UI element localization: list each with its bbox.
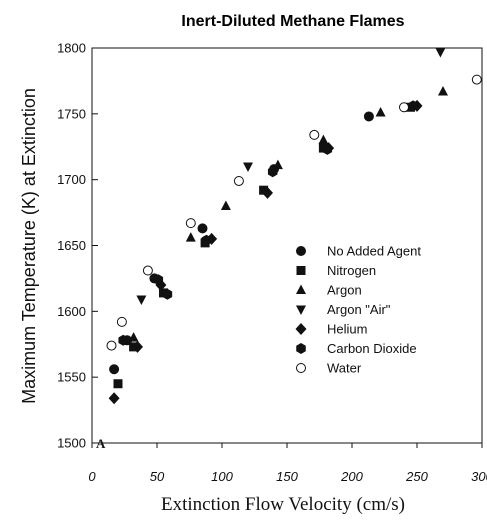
legend-marker-argon-air bbox=[296, 305, 306, 315]
point-water bbox=[399, 102, 409, 113]
point-water bbox=[185, 218, 196, 229]
x-axis: 0 50 100 150 200 250 300 bbox=[88, 443, 487, 484]
point-carbon-dioxide bbox=[162, 288, 173, 300]
point-argon bbox=[318, 134, 329, 145]
x-tick-label: 200 bbox=[340, 469, 363, 484]
chart-title: Inert-Diluted Methane Flames bbox=[181, 13, 404, 30]
x-tick-label: 50 bbox=[150, 469, 165, 484]
point-carbon-dioxide bbox=[118, 334, 128, 346]
point-helium bbox=[132, 340, 143, 353]
point-carbon-dioxide bbox=[267, 166, 278, 178]
legend-marker-helium bbox=[295, 323, 307, 335]
point-argon bbox=[128, 332, 139, 342]
x-tick-label: 300 bbox=[471, 469, 487, 484]
point-argon bbox=[272, 159, 283, 170]
point-water bbox=[233, 175, 244, 186]
point-argon bbox=[438, 85, 448, 96]
y-axis-label: Maximum Temperature (K) at Extinction bbox=[19, 88, 39, 404]
point-argon-air bbox=[435, 47, 446, 58]
point-helium bbox=[108, 392, 120, 405]
point-carbon-dioxide bbox=[322, 143, 333, 155]
point-helium bbox=[262, 186, 273, 199]
legend-label-water: Water bbox=[327, 361, 362, 376]
x-axis-label: Extinction Flow Velocity (cm/s) bbox=[161, 494, 405, 515]
y-tick-label: 1550 bbox=[57, 370, 86, 385]
x-tick-label: 150 bbox=[276, 469, 298, 484]
x-tick-label: 250 bbox=[405, 469, 428, 484]
point-argon-air bbox=[136, 295, 147, 305]
point-water bbox=[142, 265, 153, 276]
point-water bbox=[309, 129, 320, 140]
point-no-added-agent bbox=[363, 111, 374, 122]
legend-label-argon-air: Argon "Air" bbox=[327, 302, 391, 317]
y-tick-label: 1700 bbox=[57, 172, 86, 187]
legend-marker-carbon-dioxide bbox=[296, 343, 306, 354]
legend-marker-no-added-agent bbox=[296, 246, 306, 256]
panel-label: A bbox=[96, 436, 106, 451]
point-no-added-agent bbox=[197, 223, 208, 234]
legend-label-no-added-agent: No Added Agent bbox=[327, 244, 421, 259]
legend-marker-nitrogen bbox=[296, 266, 306, 275]
point-nitrogen bbox=[113, 379, 123, 389]
legend-label-helium: Helium bbox=[327, 322, 367, 337]
point-carbon-dioxide bbox=[153, 274, 164, 286]
legend-marker-water bbox=[296, 363, 306, 373]
y-tick-label: 1650 bbox=[57, 238, 86, 253]
legend-marker-argon bbox=[296, 284, 306, 294]
point-water bbox=[106, 340, 117, 351]
legend-label-carbon-dioxide: Carbon Dioxide bbox=[327, 341, 417, 356]
y-tick-label: 1500 bbox=[57, 436, 86, 451]
point-argon-air bbox=[243, 162, 253, 172]
legend-label-argon: Argon bbox=[327, 283, 362, 298]
point-carbon-dioxide bbox=[408, 100, 418, 112]
point-argon bbox=[185, 232, 196, 242]
point-water bbox=[116, 316, 127, 327]
y-axis: 1500 1550 1600 1650 1700 1750 1800 bbox=[57, 41, 98, 451]
legend-label-nitrogen: Nitrogen bbox=[327, 263, 376, 278]
legend: No Added Agent Nitrogen Argon Argon "Air" He… bbox=[295, 244, 421, 376]
y-tick-label: 1800 bbox=[57, 41, 86, 56]
point-argon bbox=[375, 107, 386, 117]
y-tick-label: 1600 bbox=[57, 304, 86, 319]
point-argon bbox=[220, 200, 231, 210]
x-tick-label: 100 bbox=[211, 469, 233, 484]
y-tick-label: 1750 bbox=[57, 106, 86, 121]
point-water bbox=[471, 74, 482, 85]
point-nitrogen bbox=[259, 185, 269, 195]
point-carbon-dioxide bbox=[201, 234, 212, 246]
data-points bbox=[106, 47, 482, 405]
plot-frame bbox=[91, 47, 483, 444]
x-tick-label: 0 bbox=[88, 469, 96, 484]
point-no-added-agent bbox=[109, 364, 120, 375]
